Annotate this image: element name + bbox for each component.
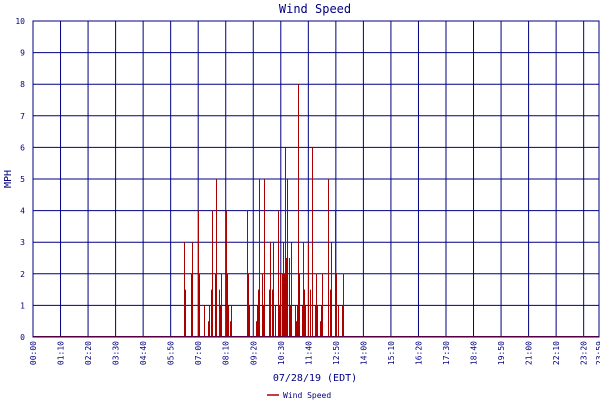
x-tick-label: 17:30: [442, 341, 451, 365]
y-tick-labels: 0 1 2 3 4 5 6 7 8 9 10: [15, 17, 25, 342]
x-tick-label: 23:59: [595, 341, 600, 365]
x-tick-label: 02:20: [84, 341, 93, 365]
x-axis-label: 07/28/19 (EDT): [273, 373, 357, 384]
chart-title: Wind Speed: [279, 2, 351, 16]
y-tick-label: 2: [20, 270, 25, 279]
x-tick-label: 19:50: [497, 341, 506, 365]
y-tick-label: 7: [20, 112, 25, 121]
x-tick-label: 11:40: [304, 341, 313, 365]
x-tick-label: 18:40: [470, 341, 479, 365]
x-tick-label: 08:10: [222, 341, 231, 365]
x-tick-label: 21:00: [525, 341, 534, 365]
legend-label: Wind Speed: [283, 391, 331, 400]
y-tick-label: 5: [20, 175, 25, 184]
x-tick-label: 07:00: [194, 341, 203, 365]
x-tick-label: 15:10: [387, 341, 396, 365]
y-tick-label: 4: [20, 207, 25, 216]
y-tick-label: 6: [20, 143, 25, 152]
x-tick-label: 05:50: [167, 341, 176, 365]
y-tick-label: 8: [20, 80, 25, 89]
y-tick-label: 9: [20, 49, 25, 58]
x-tick-label: 23:20: [580, 341, 589, 365]
y-axis-label: MPH: [3, 170, 14, 188]
x-tick-label: 01:10: [57, 341, 66, 365]
x-tick-label: 14:00: [359, 341, 368, 365]
legend: Wind Speed: [267, 391, 331, 400]
x-tick-label: 03:30: [112, 341, 121, 365]
y-tick-label: 0: [20, 333, 25, 342]
y-tick-label: 3: [20, 238, 25, 247]
x-tick-label: 09:20: [249, 341, 258, 365]
y-tick-label: 10: [15, 17, 25, 26]
x-tick-labels: 00:00 01:10 02:20 03:30 04:40 05:50 07:00 08:10…: [29, 341, 600, 365]
y-tick-label: 1: [20, 301, 25, 310]
x-tick-label: 04:40: [139, 341, 148, 365]
x-tick-label: 00:00: [29, 341, 38, 365]
plot-frame: [32, 20, 600, 338]
x-tick-label: 10:30: [277, 341, 286, 365]
x-tick-label: 22:10: [552, 341, 561, 365]
x-tick-label: 12:50: [332, 341, 341, 365]
x-tick-label: 16:20: [414, 341, 423, 365]
